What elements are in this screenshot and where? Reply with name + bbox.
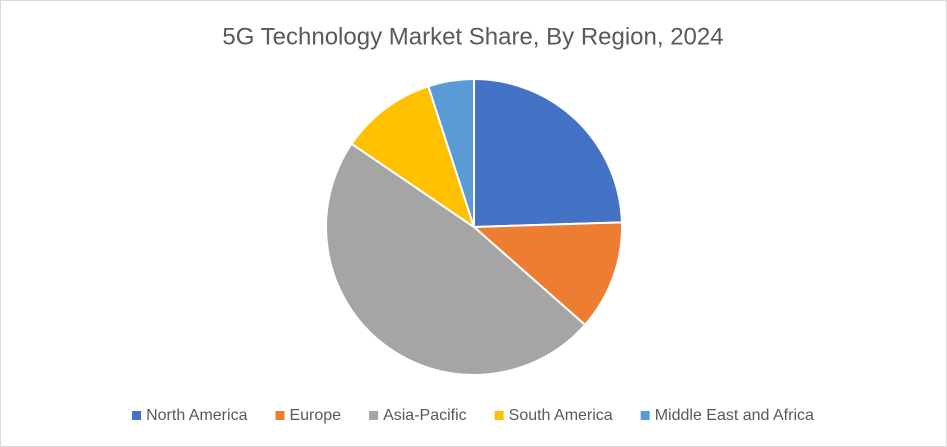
- pie-slice: [473, 77, 623, 229]
- legend-label: North America: [146, 407, 247, 424]
- legend-label: Asia-Pacific: [383, 407, 467, 424]
- pie-slice: [427, 77, 475, 228]
- chart-title: 5G Technology Market Share, By Region, 2…: [222, 23, 723, 50]
- legend-swatch: [369, 411, 379, 420]
- legend-label: South America: [509, 407, 613, 424]
- legend-label: Middle East and Africa: [655, 407, 814, 424]
- legend-swatch: [640, 411, 650, 420]
- pie-slice: [350, 84, 476, 230]
- legend-label: Europe: [289, 407, 341, 424]
- legend-swatch: [494, 411, 504, 420]
- pie-slice: [325, 142, 587, 376]
- legend-swatch: [132, 411, 142, 420]
- pie-slice: [471, 221, 623, 327]
- legend-swatch: [275, 411, 285, 420]
